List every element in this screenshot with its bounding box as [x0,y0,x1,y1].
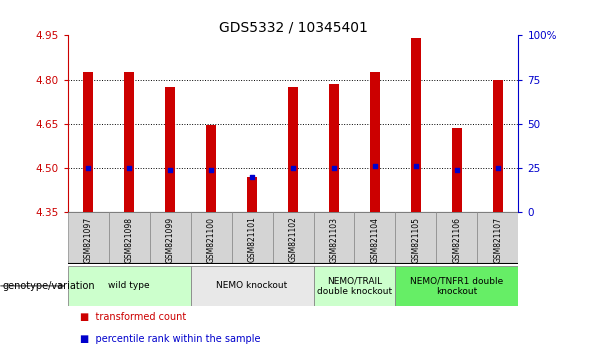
Bar [452,129,462,212]
Title: GDS5332 / 10345401: GDS5332 / 10345401 [219,20,368,34]
Bar [231,212,273,264]
Point [289,165,298,171]
Bar [273,212,313,264]
Text: GSM821107: GSM821107 [494,217,502,263]
Bar [370,72,380,212]
Bar [395,212,436,264]
Bar [247,177,257,212]
Text: GSM821098: GSM821098 [125,217,134,263]
Text: GSM821101: GSM821101 [247,217,257,262]
Bar [109,212,150,264]
Bar [83,72,93,212]
Text: GSM821105: GSM821105 [411,217,421,263]
Text: GSM821100: GSM821100 [207,217,216,263]
Bar [165,87,176,212]
Bar [329,84,339,212]
Point [329,165,339,171]
Bar [493,80,503,212]
Text: NEMO/TNFR1 double
knockout: NEMO/TNFR1 double knockout [411,276,504,296]
Bar [150,212,191,264]
Point [166,167,175,173]
Bar [191,266,313,306]
Bar [206,125,216,212]
Text: NEMO/TRAIL
double knockout: NEMO/TRAIL double knockout [317,276,392,296]
Bar [313,212,355,264]
Bar [124,72,134,212]
Text: genotype/variation: genotype/variation [3,281,95,291]
Text: GSM821099: GSM821099 [166,217,175,263]
Text: wild type: wild type [108,281,150,290]
Point [493,165,502,171]
Text: GSM821102: GSM821102 [289,217,297,262]
Bar [191,212,231,264]
Bar [395,266,518,306]
Text: GSM821106: GSM821106 [452,217,461,263]
Bar [355,212,395,264]
Bar [411,38,421,212]
Point [84,165,93,171]
Text: GSM821103: GSM821103 [329,217,339,263]
Bar [68,212,109,264]
Point [247,174,257,180]
Point [370,164,380,169]
Bar [68,266,191,306]
Bar [288,87,298,212]
Bar [477,212,518,264]
Point [452,167,462,173]
Text: NEMO knockout: NEMO knockout [216,281,287,290]
Text: GSM821097: GSM821097 [84,217,92,263]
Bar [313,266,395,306]
Point [206,167,216,173]
Bar [436,212,477,264]
Point [411,164,421,169]
Point [124,165,134,171]
Text: GSM821104: GSM821104 [370,217,379,263]
Text: ■  percentile rank within the sample: ■ percentile rank within the sample [80,333,260,344]
Text: ■  transformed count: ■ transformed count [80,312,186,322]
